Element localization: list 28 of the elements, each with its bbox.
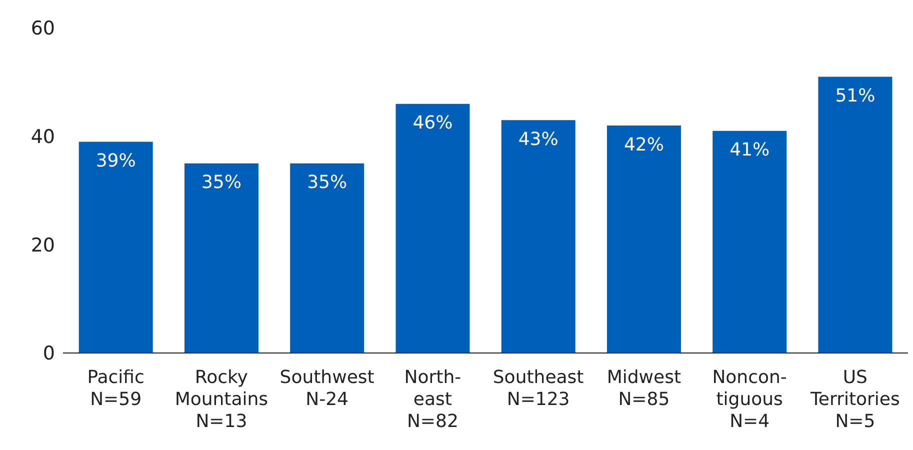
y-tick-label: 20: [30, 234, 55, 256]
bar: [501, 120, 576, 353]
y-tick-label: 60: [30, 18, 55, 40]
data-label: 35%: [201, 172, 242, 194]
bar: [184, 163, 258, 353]
x-tick-label: North- east N=82: [404, 367, 462, 432]
x-tick-label: Rocky Mountains N=13: [174, 367, 268, 432]
bar: [396, 104, 470, 353]
x-tick-label: Southeast N=123: [492, 367, 584, 410]
data-label: 43%: [518, 128, 558, 150]
x-tick-label: Midwest N=85: [606, 367, 682, 410]
data-label: 35%: [307, 172, 348, 194]
data-label: 46%: [412, 112, 453, 134]
y-tick-label: 0: [42, 342, 55, 365]
bar: [78, 142, 153, 353]
bar: [290, 163, 364, 353]
data-label: 41%: [730, 140, 770, 161]
x-tick-label: Pacific N=59: [87, 367, 144, 410]
bar: [606, 126, 681, 353]
data-label: 51%: [835, 86, 876, 107]
data-label: 39%: [96, 150, 136, 172]
x-tick-label: Noncon- tiguous N=4: [712, 367, 787, 432]
x-tick-label: US Territories N=5: [809, 367, 900, 432]
bar: [818, 76, 892, 353]
bar: [712, 130, 787, 353]
y-tick-label: 40: [30, 126, 55, 148]
data-label: 42%: [624, 134, 664, 156]
x-tick-label: Southwest N-24: [280, 367, 374, 410]
